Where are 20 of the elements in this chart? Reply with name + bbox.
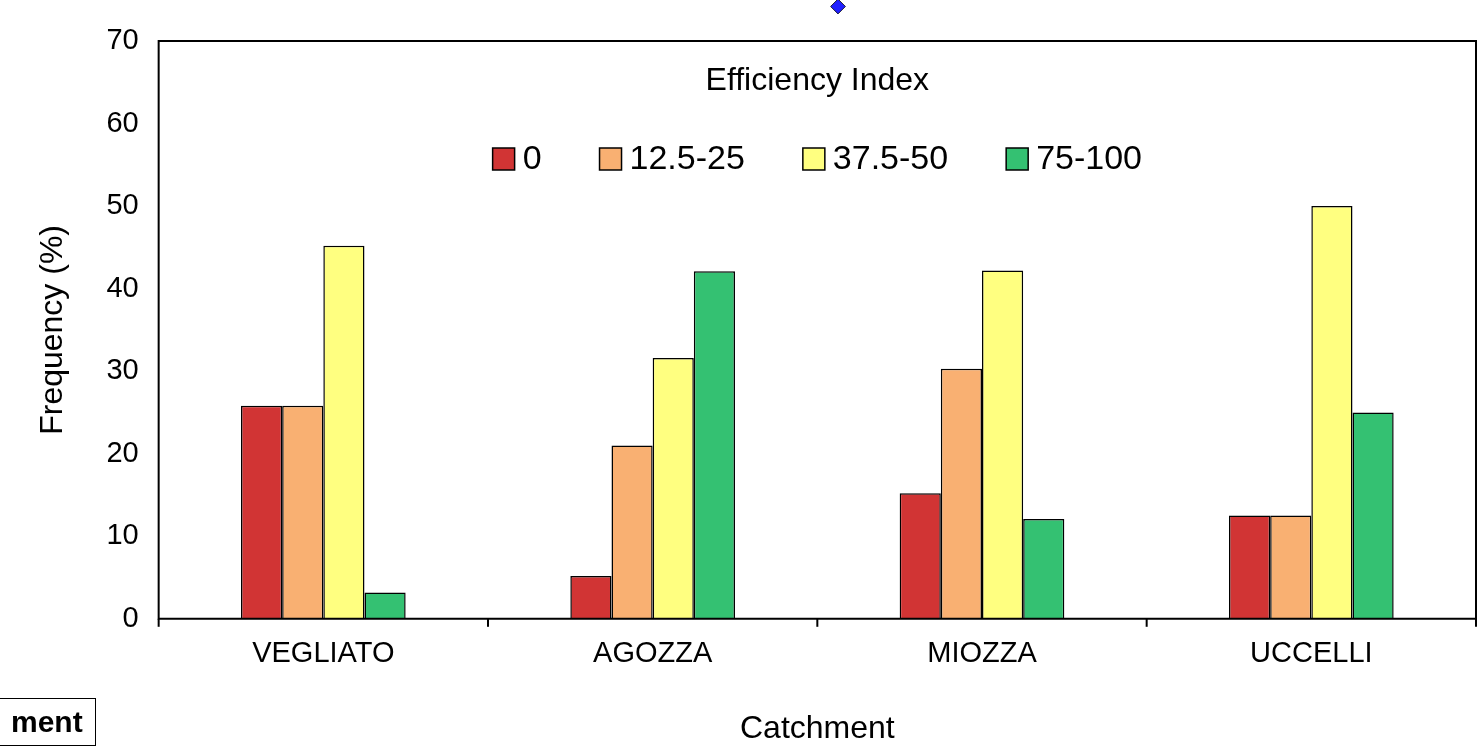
y-tick-label: 40 xyxy=(106,270,139,303)
y-tick-label: 20 xyxy=(106,435,139,468)
y-tick-label: 50 xyxy=(106,188,139,221)
y-tick-label: 60 xyxy=(106,105,139,138)
y-tick-label: 0 xyxy=(122,600,139,633)
legend-label: 0 xyxy=(522,138,542,177)
x-tick-label: AGOZZA xyxy=(593,636,713,669)
y-tick-label: 10 xyxy=(106,518,139,551)
legend-label: 12.5-25 xyxy=(629,138,745,177)
y-tick-label: 30 xyxy=(106,353,139,386)
legend-label: 37.5-50 xyxy=(832,138,949,177)
x-axis-title: Catchment xyxy=(739,708,895,745)
legend-label: 75-100 xyxy=(1036,138,1143,177)
y-axis-title: Frequency (%) xyxy=(33,224,70,435)
legend-title: Efficiency Index xyxy=(705,60,930,97)
x-tick-label: VEGLIATO xyxy=(252,636,395,669)
y-tick-label: 70 xyxy=(106,23,139,55)
x-tick-label: UCCELLI xyxy=(1250,636,1373,669)
x-tick-label: MIOZZA xyxy=(927,636,1038,669)
text: ment xyxy=(0,698,96,746)
